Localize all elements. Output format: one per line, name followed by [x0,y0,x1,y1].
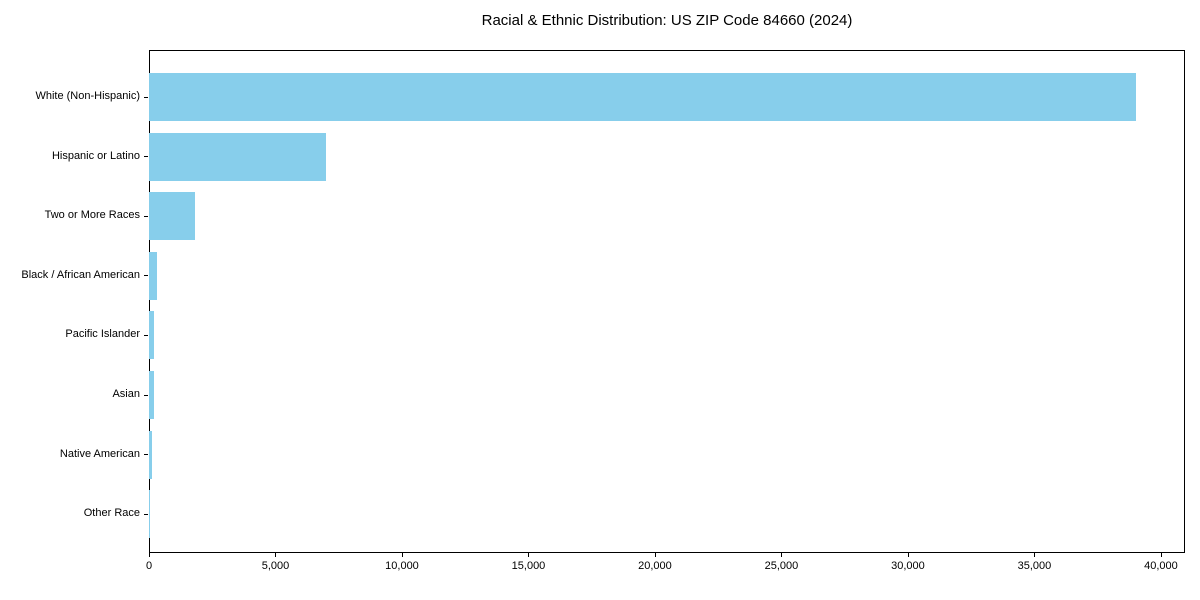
x-tick-mark [275,553,277,557]
y-tick-mark [144,275,148,277]
x-tick-mark [654,553,656,557]
y-tick-mark [144,454,148,456]
bar [149,371,154,419]
x-tick-mark [781,553,783,557]
x-tick-mark [1160,553,1162,557]
x-tick-mark [1034,553,1036,557]
x-tick-label: 30,000 [891,560,925,572]
y-tick-mark [144,215,148,217]
x-tick-mark [907,553,909,557]
x-tick-label: 25,000 [764,560,799,572]
y-tick-label: White (Non-Hispanic) [35,90,140,102]
bar [149,73,1136,121]
chart-title: Racial & Ethnic Distribution: US ZIP Cod… [481,12,853,29]
y-tick-mark [144,96,148,98]
y-tick-label: Other Race [83,507,140,520]
y-tick-label: Two or More Races [44,209,140,222]
y-tick-label: Pacific Islander [65,328,140,341]
bar [149,251,157,300]
y-tick-mark [144,513,148,515]
bar [149,132,327,181]
bar [149,311,155,360]
plot-area [149,50,1185,553]
bar [149,490,150,539]
y-tick-label: Black / African American [21,268,140,281]
y-tick-mark [144,156,148,158]
x-tick-mark [528,553,530,557]
x-tick-label: 10,000 [385,560,419,572]
y-tick-mark [144,394,148,396]
x-tick-label: 5,000 [261,560,290,572]
x-tick-label: 20,000 [638,560,672,572]
x-tick-label: 15,000 [511,560,546,572]
bar [149,192,195,241]
x-tick-mark [149,553,150,557]
bar [149,430,153,479]
x-tick-label: 0 [145,560,153,572]
x-tick-label: 35,000 [1017,560,1052,572]
x-tick-label: 40,000 [1144,560,1178,572]
x-tick-mark [401,553,403,557]
y-tick-label: Native American [59,447,140,460]
y-tick-mark [144,334,148,336]
y-tick-label: Asian [112,388,140,400]
y-tick-label: Hispanic or Latino [51,149,140,162]
